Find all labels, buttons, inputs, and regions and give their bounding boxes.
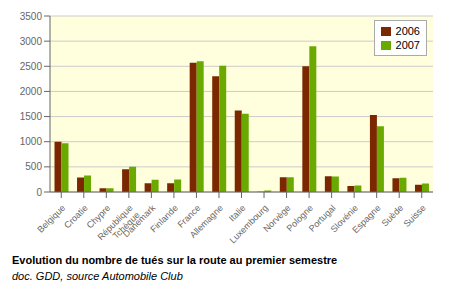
svg-text:Slovénie: Slovénie <box>328 202 361 235</box>
svg-text:Portugal: Portugal <box>306 202 338 234</box>
svg-text:Chypre: Chypre <box>84 202 113 231</box>
svg-text:Norvège: Norvège <box>261 202 293 234</box>
svg-text:Belgique: Belgique <box>35 203 67 235</box>
svg-text:500: 500 <box>25 161 42 172</box>
svg-text:1500: 1500 <box>20 111 43 122</box>
svg-text:France: France <box>175 202 203 230</box>
svg-text:Espagne: Espagne <box>350 203 382 235</box>
html-text:2007: 2007 <box>395 39 420 51</box>
svg-text:Finlande: Finlande <box>148 203 179 234</box>
svg-text:2500: 2500 <box>20 61 43 72</box>
svg-text:Italie: Italie <box>226 202 248 224</box>
svg-text:Danemark: Danemark <box>121 203 158 240</box>
svg-text:1000: 1000 <box>20 136 43 147</box>
svg-text:Luxembourg: Luxembourg <box>227 202 270 246</box>
svg-text:2000: 2000 <box>20 86 43 97</box>
svg-text:Croatie: Croatie <box>62 203 90 231</box>
html-text:Evolution du nombre de tués su: Evolution du nombre de tués sur la route… <box>12 254 338 266</box>
svg-text:Pologne: Pologne <box>284 202 315 234</box>
svg-text:3500: 3500 <box>20 11 43 22</box>
html-text:2006: 2006 <box>395 25 420 37</box>
svg-text:Allemagne: Allemagne <box>188 203 225 240</box>
svg-text:Suède: Suède <box>380 203 405 228</box>
svg-text:0: 0 <box>36 187 42 198</box>
svg-text:Suisse: Suisse <box>401 203 427 229</box>
svg-text:3000: 3000 <box>20 36 43 47</box>
html-text:doc. GDD, source Automobile Cl: doc. GDD, source Automobile Club <box>12 270 183 282</box>
